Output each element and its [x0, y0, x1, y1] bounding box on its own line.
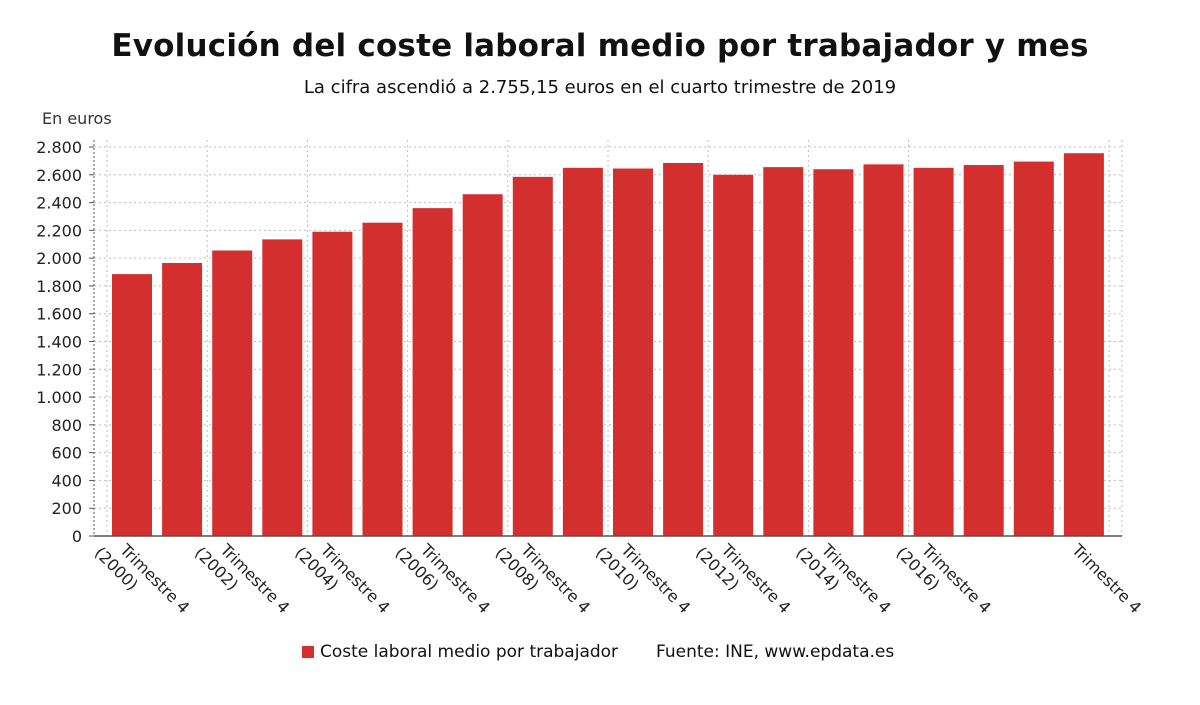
y-tick-label: 200 — [51, 499, 82, 518]
bar — [212, 250, 253, 537]
x-tick-label: Trimestre 4(2002) — [191, 540, 293, 618]
y-tick-label: 0 — [72, 527, 82, 546]
x-tick-label: Trimestre 4(2014) — [792, 540, 894, 618]
bar — [1013, 161, 1054, 536]
bar — [913, 167, 954, 536]
bar — [1063, 153, 1104, 536]
bar — [312, 231, 353, 536]
y-tick-label: 1.600 — [36, 305, 82, 324]
y-tick-label: 1.800 — [36, 277, 82, 296]
y-tick-label: 2.000 — [36, 249, 82, 268]
y-tick-label: 400 — [51, 471, 82, 490]
y-tick-label: 1.400 — [36, 333, 82, 352]
bar — [412, 208, 453, 536]
bar — [112, 274, 152, 536]
x-tick-label: Trimestre 4(2000) — [91, 540, 193, 618]
bar — [562, 167, 603, 536]
x-tick-label: Trimestre 4(2006) — [391, 540, 493, 618]
bar — [663, 162, 704, 536]
bar — [763, 167, 804, 536]
bar — [963, 165, 1004, 536]
bar — [813, 169, 854, 536]
y-tick-label: 2.800 — [36, 138, 82, 157]
x-tick-label: Trimestre 4 — [1068, 540, 1146, 618]
x-tick-label: Trimestre 4(2004) — [291, 540, 393, 618]
legend: Coste laboral medio por trabajador — [302, 642, 618, 662]
x-tick-label: Trimestre 4(2012) — [692, 540, 794, 618]
x-tick-label: Trimestre 4(2008) — [492, 540, 594, 618]
chart-title: Evolución del coste laboral medio por tr… — [111, 28, 1089, 64]
source-note: Fuente: INE, www.epdata.es — [656, 642, 895, 662]
legend-label: Coste laboral medio por trabajador — [320, 642, 619, 662]
bar — [863, 164, 904, 536]
bar — [462, 194, 503, 536]
x-tick-label-line: Trimestre 4 — [1068, 540, 1146, 618]
bar — [613, 168, 653, 536]
y-tick-label: 2.400 — [36, 194, 82, 213]
x-tick-label: Trimestre 4(2016) — [892, 540, 994, 618]
y-axis-label: En euros — [42, 109, 112, 128]
y-tick-label: 2.600 — [36, 166, 82, 185]
bar — [362, 222, 403, 536]
y-tick-label: 1.000 — [36, 388, 82, 407]
bar — [162, 263, 203, 536]
y-tick-label: 1.200 — [36, 360, 82, 379]
y-tick-label: 2.200 — [36, 221, 82, 240]
x-tick-label: Trimestre 4(2010) — [592, 540, 694, 618]
bar — [262, 239, 303, 536]
bar — [512, 176, 553, 537]
y-tick-label: 800 — [51, 416, 82, 435]
bar — [713, 174, 754, 537]
y-tick-label: 600 — [51, 444, 82, 463]
chart-subtitle: La cifra ascendió a 2.755,15 euros en el… — [303, 77, 897, 98]
legend-swatch — [302, 646, 314, 658]
